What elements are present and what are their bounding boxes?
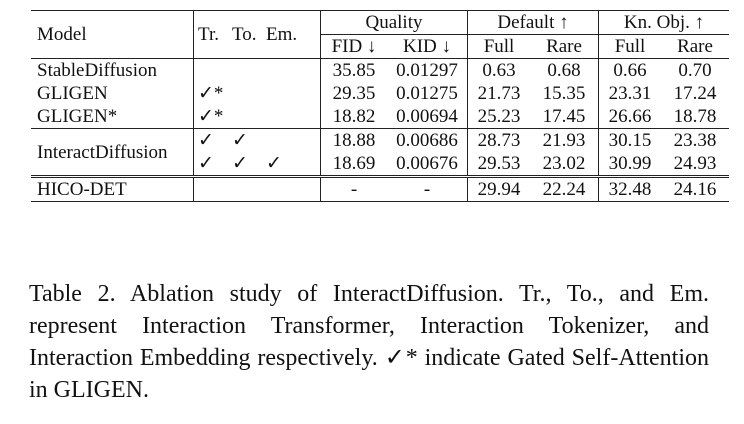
row-flags: ✓* <box>193 82 321 105</box>
cell-kid: 0.01275 <box>387 82 468 105</box>
cell-knobj-rare: 18.78 <box>673 106 717 127</box>
cell-knobj-rare: 17.24 <box>673 83 717 104</box>
row-model: HICO-DET <box>31 175 194 202</box>
cell-knobj-full: 32.48 <box>598 175 661 202</box>
cell-knobj-full: 30.99 <box>608 153 652 174</box>
flag-tr: ✓ <box>198 130 214 151</box>
cell-knobj-full: 23.31 <box>608 83 652 104</box>
cell-default-rare: 17.45 <box>530 105 599 129</box>
cell-fid: 18.69 <box>332 153 376 174</box>
cell-kid: 0.00676 <box>387 152 468 177</box>
flag-tr: ✓* <box>198 83 224 104</box>
header-model: Model <box>31 10 194 59</box>
cell-default-rare: 23.02 <box>530 152 599 177</box>
header-kid: KID ↓ <box>387 34 468 59</box>
cell-default-rare: 21.93 <box>530 128 599 152</box>
flag-tr: ✓* <box>198 106 224 127</box>
cell-knobj-full: 0.66 <box>613 60 647 81</box>
ablation-table: Model Tr. To. Em. Quality Default ↑ Kn. Ob… <box>31 10 729 202</box>
flag-em: ✓ <box>266 153 282 174</box>
cell-default-full: 0.63 <box>482 60 516 81</box>
header-row-1: Model Tr. To. Em. Quality Default ↑ Kn. Ob… <box>31 10 729 59</box>
row-flags: ✓ ✓ ✓ <box>193 152 321 177</box>
header-knobj-rare: Rare <box>661 34 729 59</box>
table-row: InteractDiffusion ✓ ✓ 18.88 0.00686 28.73… <box>31 128 729 177</box>
flag-to: ✓ <box>232 153 248 174</box>
cell-knobj-rare: 0.70 <box>678 60 712 81</box>
table-row: GLIGEN* ✓* 18.82 0.00694 25.23 17.45 26.… <box>31 105 729 129</box>
cell-knobj-rare: 23.38 <box>661 128 729 152</box>
cell-default-full: 21.73 <box>477 83 521 104</box>
header-flags: Tr. To. Em. <box>193 10 321 59</box>
cell-default-rare: 15.35 <box>530 82 599 105</box>
cell-fid: 35.85 <box>332 60 376 81</box>
cell-default-full: 29.94 <box>467 175 530 202</box>
row-model: GLIGEN* <box>31 105 194 129</box>
cell-knobj-rare: 24.93 <box>673 153 717 174</box>
header-row-2: FID ↓ KID ↓ Full Rare Full Rare <box>31 34 729 59</box>
header-default: Default ↑ <box>467 10 599 35</box>
header-default-rare: Rare <box>530 34 599 59</box>
cell-knobj-full: 30.15 <box>598 128 661 152</box>
table-row: GLIGEN ✓* 29.35 0.01275 21.73 15.35 23.3… <box>31 82 729 105</box>
flag-tr: ✓ <box>198 153 214 174</box>
header-tr: Tr. <box>198 24 219 45</box>
cell-default-full: 25.23 <box>477 106 521 127</box>
cell-kid: 0.01297 <box>387 58 468 82</box>
cell-kid: 0.00686 <box>387 128 468 152</box>
header-known-objects: Kn. Obj. ↑ <box>598 10 729 35</box>
cell-fid: 29.35 <box>332 83 376 104</box>
cell-kid: 0.00694 <box>387 105 468 129</box>
header-default-full: Full <box>467 34 530 59</box>
row-model: GLIGEN <box>31 82 194 105</box>
row-flags: ✓ ✓ <box>193 128 321 152</box>
cell-fid: 18.82 <box>332 106 376 127</box>
cell-knobj-full: 26.66 <box>608 106 652 127</box>
row-flags: ✓* <box>193 105 321 129</box>
cell-default-full: 29.53 <box>477 153 521 174</box>
cell-default-rare: 22.24 <box>530 175 599 202</box>
header-quality: Quality <box>320 10 468 35</box>
cell-kid: - <box>387 175 468 202</box>
header-fid: FID ↓ <box>320 34 387 59</box>
cell-fid: - <box>320 175 387 202</box>
row-flags <box>193 58 321 82</box>
cell-default-rare: 0.68 <box>530 58 599 82</box>
cell-default-full: 28.73 <box>467 128 530 152</box>
table-caption: Table 2. Ablation study of InteractDiffu… <box>29 281 709 403</box>
cell-knobj-rare: 24.16 <box>661 175 729 202</box>
table-row: ✓ ✓ ✓ 18.69 0.00676 29.53 23.02 30.99 24.9… <box>31 152 729 177</box>
header-to: To. <box>232 24 257 45</box>
cell-fid: 18.88 <box>320 128 387 152</box>
row-model: StableDiffusion <box>31 58 194 82</box>
table-row: StableDiffusion 35.85 0.01297 0.63 0.68 … <box>31 58 729 82</box>
flag-to: ✓ <box>232 130 248 151</box>
header-em: Em. <box>266 24 298 45</box>
row-flags <box>193 175 321 202</box>
row-model: InteractDiffusion <box>31 128 194 177</box>
table-row: HICO-DET - - 29.94 22.24 32.48 24.16 <box>31 175 729 202</box>
header-knobj-full: Full <box>598 34 661 59</box>
